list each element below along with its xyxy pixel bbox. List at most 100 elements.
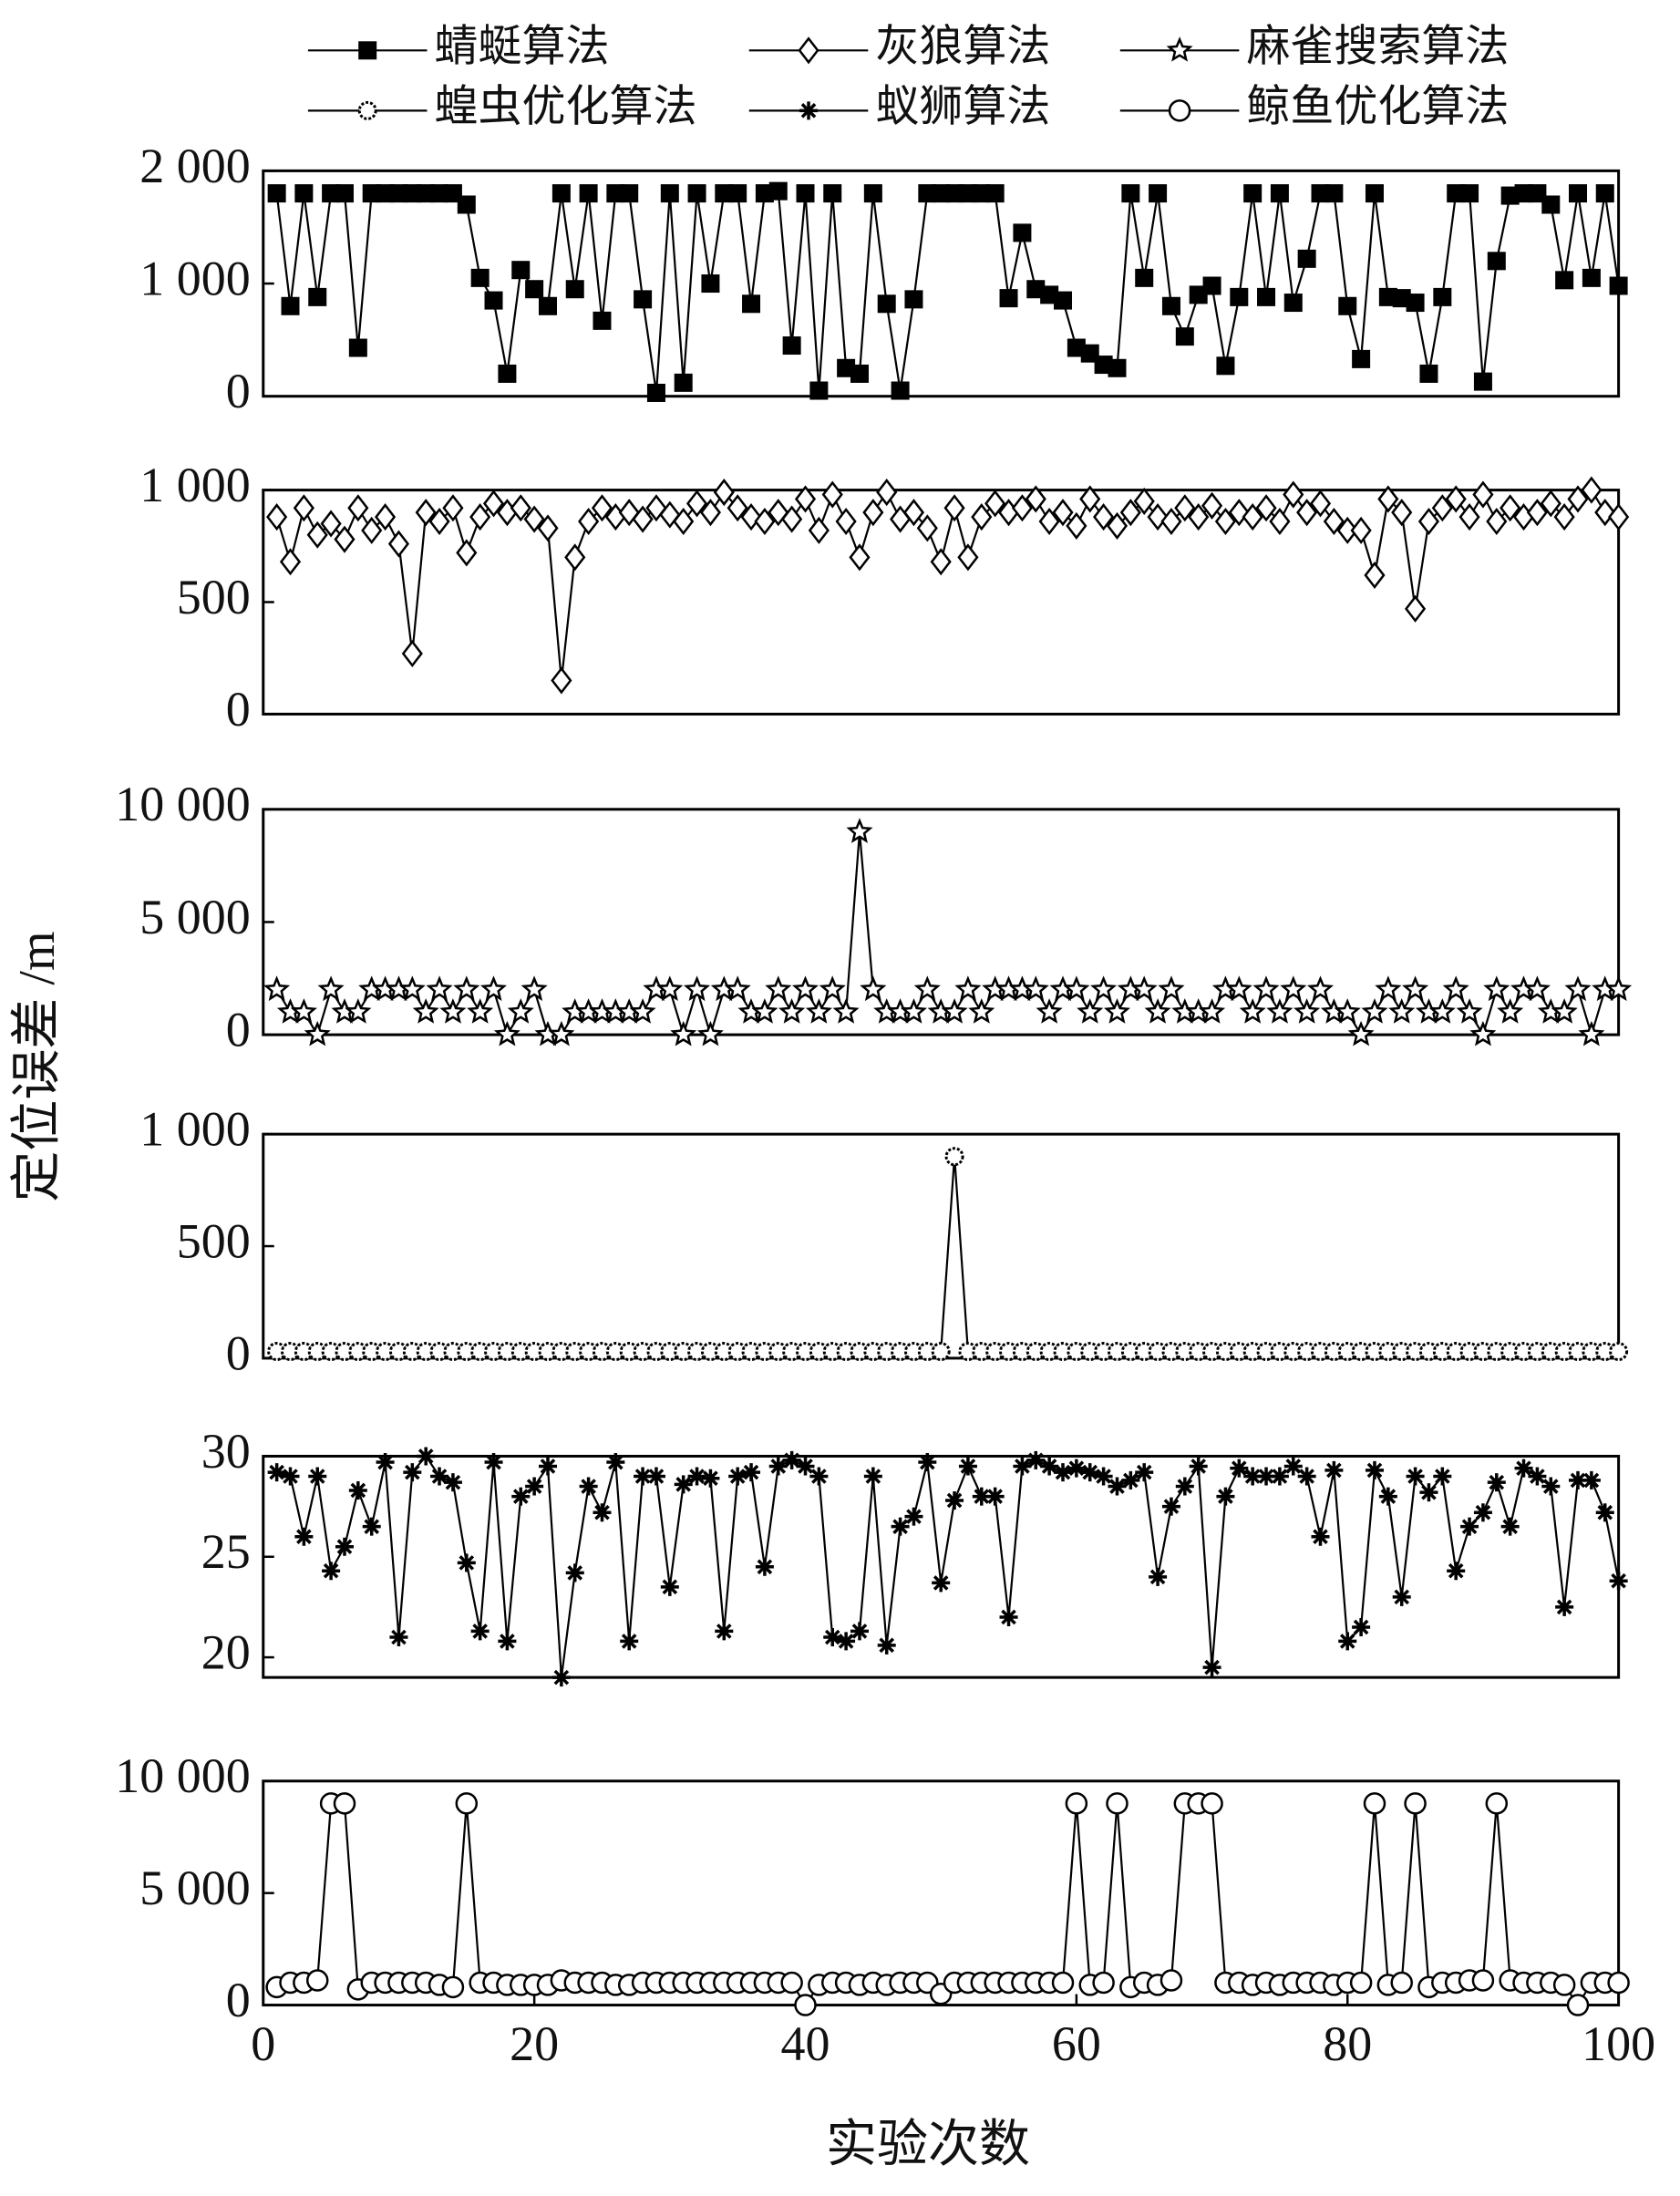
marker xyxy=(1067,1459,1086,1478)
marker xyxy=(941,998,968,1024)
marker xyxy=(263,975,291,1002)
marker xyxy=(551,666,572,695)
marker xyxy=(1526,499,1548,527)
series-line xyxy=(276,1156,1619,1353)
marker xyxy=(1257,1467,1276,1486)
marker xyxy=(1594,499,1616,527)
marker xyxy=(918,1453,937,1472)
marker xyxy=(1361,998,1388,1024)
marker xyxy=(539,296,558,315)
marker xyxy=(1551,998,1578,1024)
marker xyxy=(479,975,507,1002)
marker xyxy=(1541,1477,1561,1496)
marker xyxy=(1323,507,1345,536)
marker xyxy=(904,1507,923,1526)
marker xyxy=(1293,998,1321,1024)
y-tick-label: 0 xyxy=(226,1325,251,1380)
marker xyxy=(1564,975,1592,1002)
marker xyxy=(1324,184,1344,203)
marker xyxy=(564,543,586,572)
marker xyxy=(1419,1483,1438,1502)
marker xyxy=(999,289,1018,308)
marker xyxy=(913,975,941,1002)
marker xyxy=(701,1469,720,1488)
marker xyxy=(412,998,439,1024)
marker xyxy=(1135,1463,1154,1482)
marker xyxy=(656,975,684,1002)
marker xyxy=(1270,184,1289,203)
series-line xyxy=(275,190,1620,394)
marker xyxy=(805,998,832,1024)
marker xyxy=(1347,1020,1375,1046)
marker xyxy=(1324,1460,1344,1479)
marker xyxy=(565,280,584,299)
marker xyxy=(768,1457,788,1476)
marker xyxy=(1541,195,1561,214)
marker xyxy=(551,184,571,203)
marker xyxy=(551,1668,571,1687)
marker xyxy=(957,543,979,572)
marker xyxy=(1201,1792,1223,1815)
marker xyxy=(510,494,531,522)
marker xyxy=(629,998,656,1024)
marker xyxy=(742,294,761,314)
marker xyxy=(1040,1457,1059,1476)
x-tick-label: 80 xyxy=(1323,2016,1372,2071)
marker xyxy=(932,1573,951,1593)
marker xyxy=(375,503,397,531)
marker xyxy=(1174,494,1196,522)
marker xyxy=(1473,1503,1492,1522)
marker xyxy=(469,503,491,531)
marker xyxy=(1230,287,1249,306)
marker xyxy=(1528,1467,1547,1486)
marker xyxy=(1161,1497,1180,1516)
marker xyxy=(1500,494,1521,522)
marker xyxy=(1160,1969,1183,1992)
marker xyxy=(347,494,369,522)
marker xyxy=(1077,998,1104,1024)
marker xyxy=(794,1994,817,2016)
marker xyxy=(646,383,665,402)
marker xyxy=(1038,507,1060,536)
y-tick-label: 1 000 xyxy=(139,1102,251,1157)
marker xyxy=(727,494,748,522)
marker xyxy=(1239,998,1266,1024)
marker xyxy=(1188,503,1210,531)
y-tick-label: 0 xyxy=(226,1002,251,1057)
marker xyxy=(968,998,995,1024)
marker xyxy=(579,1477,598,1496)
y-tick-label: 2 000 xyxy=(139,139,251,193)
y-tick-label: 10 000 xyxy=(115,777,251,831)
marker xyxy=(1338,1632,1357,1651)
marker xyxy=(1202,276,1221,295)
marker xyxy=(320,510,342,538)
marker xyxy=(1447,1562,1466,1581)
marker xyxy=(362,1517,381,1536)
marker xyxy=(1093,503,1115,531)
marker xyxy=(891,381,910,400)
marker xyxy=(1578,1020,1605,1046)
marker xyxy=(441,1975,465,1999)
marker xyxy=(1255,494,1277,522)
marker xyxy=(1365,1460,1384,1479)
marker xyxy=(674,1475,693,1494)
legend-label: 灰狼算法 xyxy=(875,22,1050,70)
marker xyxy=(1609,1572,1628,1591)
marker xyxy=(457,195,476,214)
marker xyxy=(849,543,871,572)
y-tick-label: 1 000 xyxy=(139,251,251,305)
marker xyxy=(1334,998,1361,1024)
marker xyxy=(345,998,372,1024)
marker xyxy=(850,364,869,383)
marker xyxy=(1243,1467,1263,1486)
marker xyxy=(335,184,354,203)
marker xyxy=(863,184,882,203)
marker xyxy=(1108,1477,1127,1496)
marker xyxy=(1094,1467,1113,1486)
marker xyxy=(293,494,314,522)
marker xyxy=(1487,1473,1506,1492)
marker xyxy=(877,294,896,314)
marker xyxy=(1417,507,1440,536)
marker xyxy=(322,1562,341,1581)
marker xyxy=(1175,327,1194,346)
